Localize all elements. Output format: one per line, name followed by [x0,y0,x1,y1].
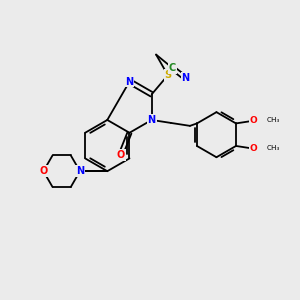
Text: N: N [76,166,84,176]
Text: N: N [182,73,190,83]
Text: S: S [164,70,171,80]
Text: CH₃: CH₃ [266,145,280,151]
Text: N: N [125,76,134,86]
Text: O: O [116,150,125,160]
Text: CH₃: CH₃ [266,117,280,123]
Text: O: O [39,166,47,176]
Text: O: O [250,116,257,125]
Text: O: O [250,144,257,153]
Text: N: N [148,115,156,125]
Text: C: C [169,63,176,73]
